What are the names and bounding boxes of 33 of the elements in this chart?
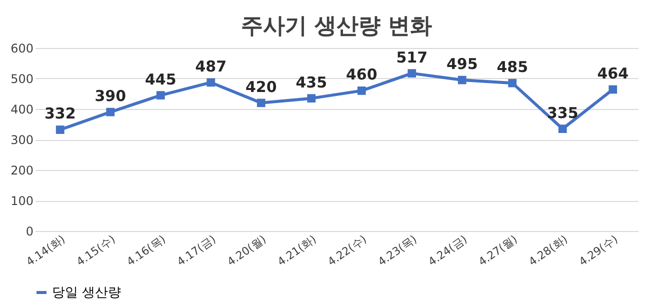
data-label: 445 <box>144 70 176 88</box>
data-label: 460 <box>346 66 378 84</box>
y-tick-label: 600 <box>10 42 34 56</box>
y-tick-label: 300 <box>10 133 34 147</box>
point <box>458 76 466 84</box>
data-label: 390 <box>94 87 126 106</box>
data-label: 332 <box>44 104 76 123</box>
data-label: 517 <box>396 48 428 66</box>
data-label: 495 <box>446 55 478 74</box>
point <box>408 69 416 78</box>
legend-label: 당일 생산량 <box>52 286 122 300</box>
data-label: 485 <box>496 58 528 76</box>
data-label: 487 <box>195 57 227 76</box>
chart-title: 주사기 생산량 변화 <box>240 14 432 39</box>
data-label: 464 <box>597 64 629 82</box>
point <box>206 78 216 87</box>
point <box>156 91 165 100</box>
y-tick-label: 500 <box>10 72 34 86</box>
point <box>106 108 115 116</box>
y-tick-label: 400 <box>10 102 34 116</box>
point <box>558 124 567 134</box>
point <box>608 85 618 94</box>
point <box>56 126 64 134</box>
point <box>307 94 316 103</box>
data-label: 335 <box>546 104 578 122</box>
y-tick-label: 100 <box>10 194 34 208</box>
point <box>256 98 266 108</box>
point <box>508 78 517 88</box>
data-label: 435 <box>296 73 328 92</box>
y-tick-label: 0 <box>26 224 34 238</box>
point <box>357 86 366 95</box>
y-tick-label: 200 <box>10 164 34 178</box>
data-label: 420 <box>245 78 277 96</box>
